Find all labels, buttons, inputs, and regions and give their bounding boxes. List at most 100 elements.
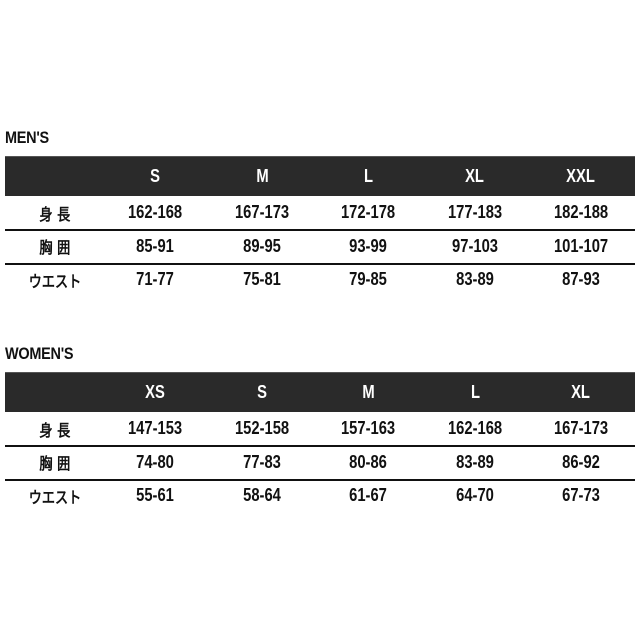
cell-value: 58-64 [243, 485, 281, 505]
table-cell: 77-83 [209, 446, 315, 479]
cell-value: 85-91 [136, 235, 174, 256]
table-row: ウエスト 71-77 75-81 79-85 83-89 87-93 [5, 263, 635, 296]
cell-value: 64-70 [456, 485, 494, 505]
table-cell: 79-85 [315, 263, 421, 296]
table-cell: 177-183 [422, 196, 528, 229]
row-label: ウエスト [5, 479, 105, 512]
table-row: ウエスト 55-61 58-64 61-67 64-70 67-73 [5, 479, 635, 512]
size-header: M [315, 373, 421, 412]
table-cell: 157-163 [315, 412, 421, 445]
cell-value: 177-183 [447, 202, 503, 222]
table-cell: 87-93 [528, 263, 634, 296]
size-label: L [363, 166, 373, 186]
size-label: S [150, 166, 160, 186]
cell-value: 167-173 [553, 418, 609, 438]
row-label-text: 胸 囲 [39, 454, 71, 473]
table-row: 胸 囲 85-91 89-95 93-99 97-103 101-107 [5, 230, 635, 265]
table-cell: 167-173 [528, 412, 634, 445]
row-label-text: ウエスト [28, 271, 82, 291]
table-cell: 172-178 [315, 196, 421, 229]
cell-value: 93-99 [349, 235, 387, 256]
table-cell: 93-99 [315, 230, 421, 263]
cell-value: 97-103 [452, 235, 498, 256]
cell-value: 89-95 [243, 235, 281, 256]
size-label: M [361, 382, 375, 402]
size-label: L [470, 382, 480, 402]
size-header: XL [528, 373, 634, 412]
cell-value: 152-158 [234, 418, 290, 438]
cell-value: 79-85 [349, 269, 387, 289]
table-row: 胸 囲 74-80 77-83 80-86 83-89 86-92 [5, 446, 635, 481]
cell-value: 86-92 [562, 451, 600, 472]
table-cell: 80-86 [315, 446, 421, 479]
table-cell: 89-95 [209, 230, 315, 263]
cell-value: 83-89 [456, 451, 494, 472]
size-header-row: S M L XL XXL [5, 156, 635, 196]
size-label: XL [571, 382, 591, 402]
cell-value: 83-89 [456, 269, 494, 289]
row-label-text: 身 長 [39, 204, 71, 224]
row-label-text: 身 長 [39, 420, 71, 440]
cell-value: 77-83 [243, 451, 281, 472]
table-cell: 85-91 [102, 230, 208, 263]
cell-value: 80-86 [349, 451, 387, 472]
cell-value: 147-153 [127, 418, 183, 438]
table-cell: 61-67 [315, 479, 421, 512]
size-header: XS [102, 373, 208, 412]
table-cell: 74-80 [102, 446, 208, 479]
cell-value: 67-73 [562, 485, 600, 505]
table-cell: 162-168 [102, 196, 208, 229]
cell-value: 55-61 [136, 485, 174, 505]
table-cell: 97-103 [422, 230, 528, 263]
table-cell: 167-173 [209, 196, 315, 229]
table-cell: 71-77 [102, 263, 208, 296]
row-label-text: ウエスト [28, 487, 82, 507]
size-label: M [255, 166, 269, 186]
cell-value: 182-188 [553, 202, 609, 222]
mens-title: MEN'S [5, 128, 49, 147]
table-cell: 147-153 [102, 412, 208, 445]
size-label: S [257, 382, 267, 402]
cell-value: 157-163 [340, 418, 396, 438]
table-row: 身 長 147-153 152-158 157-163 162-168 167-173 [5, 412, 635, 447]
cell-value: 61-67 [349, 485, 387, 505]
cell-value: 162-168 [447, 418, 503, 438]
table-cell: 86-92 [528, 446, 634, 479]
cell-value: 101-107 [553, 235, 609, 256]
row-label: 胸 囲 [5, 230, 105, 263]
table-cell: 83-89 [422, 446, 528, 479]
size-label: XXL [566, 166, 596, 186]
cell-value: 75-81 [243, 269, 281, 289]
cell-value: 87-93 [562, 269, 600, 289]
size-header: M [209, 157, 315, 196]
row-label: ウエスト [5, 263, 105, 296]
cell-value: 172-178 [340, 202, 396, 222]
row-label: 身 長 [5, 412, 105, 445]
table-cell: 162-168 [422, 412, 528, 445]
table-cell: 64-70 [422, 479, 528, 512]
table-row: 身 長 162-168 167-173 172-178 177-183 182-188 [5, 196, 635, 231]
table-cell: 58-64 [209, 479, 315, 512]
table-cell: 152-158 [209, 412, 315, 445]
table-cell: 67-73 [528, 479, 634, 512]
table-cell: 55-61 [102, 479, 208, 512]
size-header: S [102, 157, 208, 196]
size-label: XS [145, 382, 165, 402]
table-cell: 75-81 [209, 263, 315, 296]
cell-value: 162-168 [127, 202, 183, 222]
size-header: L [422, 373, 528, 412]
cell-value: 74-80 [136, 451, 174, 472]
table-cell: 83-89 [422, 263, 528, 296]
row-label: 身 長 [5, 196, 105, 229]
cell-value: 71-77 [136, 269, 174, 289]
row-label: 胸 囲 [5, 446, 105, 479]
cell-value: 167-173 [234, 202, 290, 222]
size-label: XL [465, 166, 485, 186]
size-header: XXL [528, 157, 634, 196]
size-header-row: XS S M L XL [5, 372, 635, 412]
size-header: XL [422, 157, 528, 196]
womens-title: WOMEN'S [5, 344, 74, 363]
table-cell: 101-107 [528, 230, 634, 263]
table-cell: 182-188 [528, 196, 634, 229]
row-label-text: 胸 囲 [39, 238, 71, 257]
